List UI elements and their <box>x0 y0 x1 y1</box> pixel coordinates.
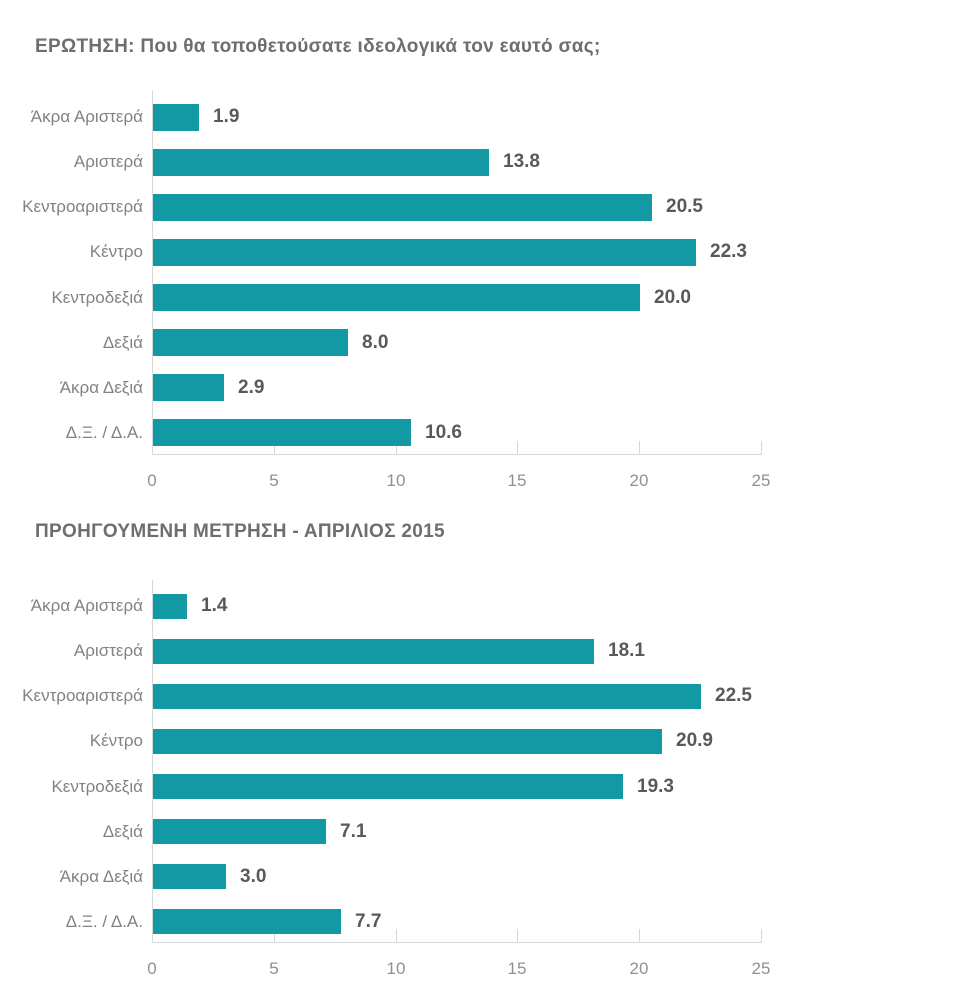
value-label: 20.9 <box>676 730 713 752</box>
x-axis-tick-label: 0 <box>147 959 157 978</box>
chart-current-measurement: 0 5 10 15 20 25 Άκρα Αριστερά 1.9 Αριστερά 13.8 Κε… <box>0 90 960 502</box>
category-label: Κέντρο <box>89 242 143 262</box>
x-axis-tick <box>396 929 397 942</box>
bar <box>153 194 652 221</box>
x-axis-line <box>152 454 762 455</box>
bar <box>153 864 226 889</box>
chart2-title: ΠΡΟΗΓΟΥΜΕΝΗ ΜΕΤΡΗΣΗ - ΑΠΡΙΛΙΟΣ 2015 <box>35 521 445 542</box>
category-label: Κεντροαριστερά <box>22 197 143 217</box>
x-axis-tick-label: 10 <box>386 959 406 978</box>
x-axis-tick-label: 5 <box>269 471 279 490</box>
value-label: 1.4 <box>201 595 228 616</box>
category-label: Κεντροδεξιά <box>51 287 143 307</box>
x-axis-tick-label: 0 <box>147 471 157 490</box>
x-axis-tick-label: 20 <box>629 959 649 978</box>
x-axis-tick <box>517 441 518 454</box>
category-label: Κεντροδεξιά <box>51 776 143 796</box>
x-axis-tick <box>639 929 640 942</box>
category-label: Άκρα Δεξιά <box>59 377 143 397</box>
x-axis-line <box>152 942 762 943</box>
category-label: Άκρα Αριστερά <box>30 596 143 615</box>
value-label: 8.0 <box>362 331 389 353</box>
bar <box>153 684 701 709</box>
category-label: Δεξιά <box>102 332 143 352</box>
bar <box>153 594 187 619</box>
bar <box>153 284 640 311</box>
value-label: 13.8 <box>503 151 540 173</box>
category-label: Κέντρο <box>89 731 143 751</box>
x-axis-tick <box>639 441 640 454</box>
y-axis-line <box>152 580 153 943</box>
bar <box>153 374 224 401</box>
x-axis-tick-label: 10 <box>386 471 406 490</box>
bar <box>153 729 662 754</box>
category-label: Αριστερά <box>73 641 143 661</box>
x-axis-tick-label: 20 <box>629 471 649 490</box>
bar <box>153 819 326 844</box>
bar <box>153 774 623 799</box>
bar <box>153 239 696 266</box>
value-label: 22.3 <box>710 241 747 263</box>
category-label: Κεντροαριστερά <box>22 686 143 706</box>
value-label: 1.9 <box>213 106 240 127</box>
value-label: 18.1 <box>608 640 645 662</box>
category-label: Άκρα Δεξιά <box>59 866 143 886</box>
value-label: 3.0 <box>240 865 267 887</box>
category-label: Δ.Ξ. / Δ.Α. <box>65 422 143 442</box>
x-axis-tick <box>396 441 397 454</box>
x-axis-tick-label: 15 <box>507 959 527 978</box>
value-label: 20.5 <box>666 196 703 218</box>
x-axis-tick <box>274 441 275 454</box>
x-axis-tick <box>274 929 275 942</box>
bar <box>153 329 348 356</box>
value-label: 19.3 <box>637 775 674 797</box>
category-label: Αριστερά <box>73 152 143 172</box>
x-axis-tick-label: 5 <box>269 959 279 978</box>
bar <box>153 639 594 664</box>
category-label: Δεξιά <box>102 821 143 841</box>
category-label: Δ.Ξ. / Δ.Α. <box>65 911 143 931</box>
x-axis-tick <box>761 929 762 942</box>
bar <box>153 104 199 131</box>
bar <box>153 909 341 934</box>
value-label: 2.9 <box>238 376 265 398</box>
x-axis-tick <box>517 929 518 942</box>
value-label: 10.6 <box>425 421 462 443</box>
value-label: 20.0 <box>654 286 691 308</box>
bar <box>153 419 411 446</box>
chart1-title: ΕΡΩΤΗΣΗ: Που θα τοποθετούσατε ιδεολογικά… <box>35 36 601 57</box>
x-axis-tick-label: 15 <box>507 471 527 490</box>
x-axis-tick <box>761 441 762 454</box>
x-axis-tick-label: 25 <box>751 471 771 490</box>
value-label: 7.7 <box>355 910 382 932</box>
chart-previous-measurement-april-2015: 0 5 10 15 20 25 Άκρα Αριστερά 1.4 Αριστερά 18.1 Κε… <box>0 580 960 980</box>
bar <box>153 149 489 176</box>
y-axis-line <box>152 90 153 455</box>
value-label: 7.1 <box>340 820 367 842</box>
value-label: 22.5 <box>715 685 752 707</box>
category-label: Άκρα Αριστερά <box>30 107 143 126</box>
x-axis-tick-label: 25 <box>751 959 771 978</box>
